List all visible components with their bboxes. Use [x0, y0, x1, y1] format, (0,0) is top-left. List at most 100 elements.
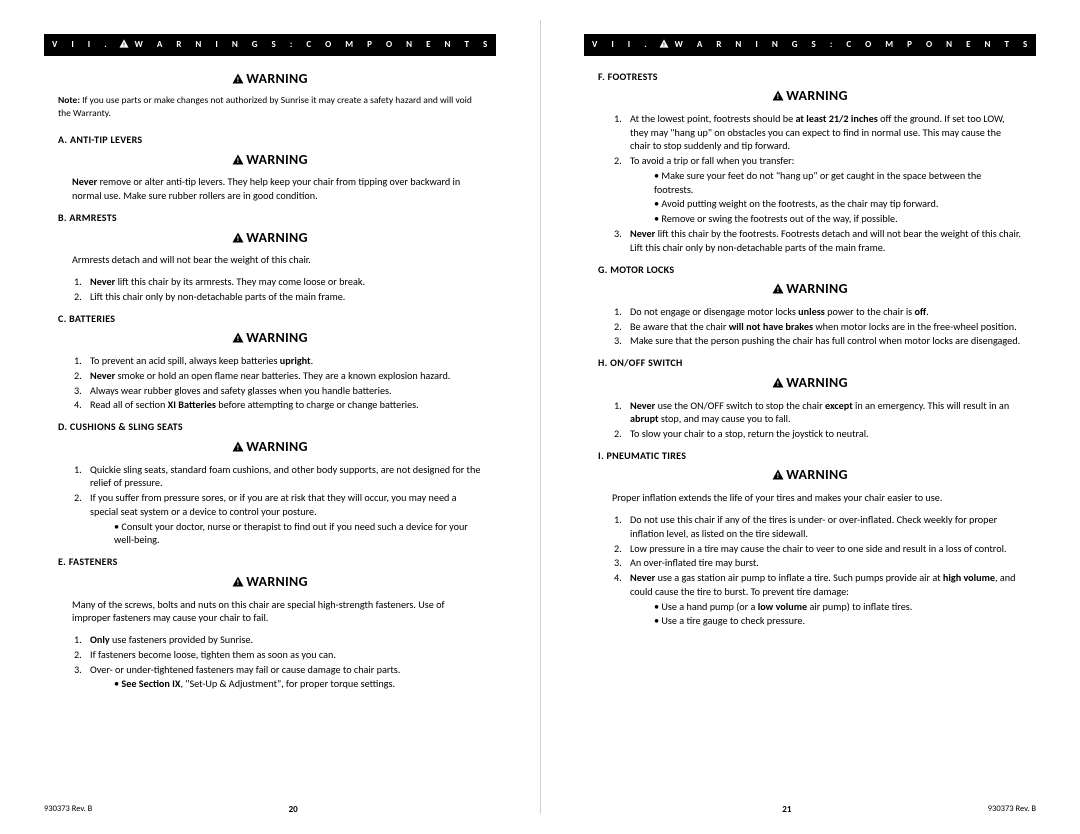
subhead-f: F. FOOTRESTS: [598, 70, 1036, 84]
text-a: Never remove or alter anti-tip levers. T…: [72, 175, 482, 203]
list-g: Do not engage or disengage motor locks u…: [624, 305, 1022, 348]
list-item: Never use the ON/OFF switch to stop the …: [624, 399, 1022, 427]
warning-label: WARNING: [246, 70, 308, 87]
list-item: Make sure that the person pushing the ch…: [624, 334, 1022, 348]
warning-heading: WARNING: [44, 329, 496, 348]
warning-heading: WARNING: [584, 374, 1036, 393]
warning-icon: [772, 377, 784, 388]
note-text: Note: If you use parts or make changes n…: [58, 94, 482, 119]
warning-label: WARNING: [246, 229, 308, 246]
warning-heading: WARNING: [584, 87, 1036, 106]
subhead-g: G. MOTOR LOCKS: [598, 263, 1036, 277]
warning-icon: [232, 332, 244, 343]
warning-icon: [232, 441, 244, 452]
sub-bullets-f: Make sure your feet do not "hang up" or …: [648, 169, 1022, 226]
page-left: V I I . W A R N I N G S : C O M P O N E …: [0, 0, 540, 834]
warning-heading: WARNING: [584, 466, 1036, 485]
list-item: Lift this chair only by non-detachable p…: [84, 290, 482, 304]
list-item: If fasteners become loose, tighten them …: [84, 648, 482, 662]
section-title: W A R N I N G S : C O M P O N E N T S & …: [675, 39, 1080, 51]
list-item: To prevent an acid spill, always keep ba…: [84, 354, 482, 368]
subhead-a: A. ANTI-TIP LEVERS: [58, 133, 496, 147]
intro-b: Armrests detach and will not bear the we…: [72, 253, 482, 267]
list-item: Be aware that the chair will not have br…: [624, 320, 1022, 334]
subhead-i: I. PNEUMATIC TIRES: [598, 449, 1036, 463]
intro-i: Proper inflation extends the life of you…: [612, 491, 1022, 505]
warning-icon: [772, 283, 784, 294]
warning-label: WARNING: [246, 438, 308, 455]
warning-icon: [232, 154, 244, 165]
list-item: Consult your doctor, nurse or therapist …: [108, 520, 482, 548]
subhead-h: H. ON/OFF SWITCH: [598, 356, 1036, 370]
list-item: Do not engage or disengage motor locks u…: [624, 305, 1022, 319]
section-header-right: V I I . W A R N I N G S : C O M P O N E …: [584, 34, 1036, 56]
subhead-b: B. ARMRESTS: [58, 211, 496, 225]
list-item: Never smoke or hold an open flame near b…: [84, 369, 482, 383]
list-item: If you suffer from pressure sores, or if…: [84, 491, 482, 547]
list-item: Over- or under-tightened fasteners may f…: [84, 663, 482, 692]
list-item: Avoid putting weight on the footrests, a…: [648, 197, 1022, 211]
list-item: Use a tire gauge to check pressure.: [648, 614, 1022, 628]
list-item: An over-inflated tire may burst.: [624, 556, 1022, 570]
warning-label: WARNING: [246, 573, 308, 590]
list-item: Always wear rubber gloves and safety gla…: [84, 384, 482, 398]
list-item: Never lift this chair by the footrests. …: [624, 227, 1022, 255]
warning-icon: [772, 90, 784, 101]
warning-label: WARNING: [786, 280, 848, 297]
subhead-d: D. CUSHIONS & SLING SEATS: [58, 420, 496, 434]
list-item: Never use a gas station air pump to infl…: [624, 571, 1022, 628]
page-spread: V I I . W A R N I N G S : C O M P O N E …: [0, 0, 1080, 834]
list-item: To avoid a trip or fall when you transfe…: [624, 154, 1022, 226]
list-item: See Section IX, "Set-Up & Adjustment", f…: [108, 677, 482, 691]
page-number: 20: [289, 804, 298, 816]
footer-spacer: [584, 804, 586, 816]
doc-rev: 930373 Rev. B: [988, 804, 1036, 816]
section-roman: V I I .: [592, 39, 653, 51]
warning-heading: WARNING: [44, 70, 496, 89]
list-item: At the lowest point, footrests should be…: [624, 112, 1022, 153]
warning-label: WARNING: [246, 151, 308, 168]
list-item: Do not use this chair if any of the tire…: [624, 513, 1022, 541]
list-item: Make sure your feet do not "hang up" or …: [648, 169, 1022, 197]
warning-icon: [772, 469, 784, 480]
footer-left: 930373 Rev. B 20: [44, 804, 496, 816]
list-item: Use a hand pump (or a low volume air pum…: [648, 600, 1022, 614]
section-roman: V I I .: [52, 39, 113, 51]
footer-spacer: [494, 804, 496, 816]
warning-heading: WARNING: [44, 151, 496, 170]
list-item: To slow your chair to a stop, return the…: [624, 427, 1022, 441]
warning-icon: [119, 38, 129, 52]
subhead-e: E. FASTENERS: [58, 555, 496, 569]
sub-bullets-e: See Section IX, "Set-Up & Adjustment", f…: [108, 677, 482, 691]
page-right: V I I . W A R N I N G S : C O M P O N E …: [540, 0, 1080, 834]
warning-label: WARNING: [786, 374, 848, 391]
section-header-left: V I I . W A R N I N G S : C O M P O N E …: [44, 34, 496, 56]
intro-e: Many of the screws, bolts and nuts on th…: [72, 598, 482, 626]
warning-label: WARNING: [786, 466, 848, 483]
sub-bullets-d: Consult your doctor, nurse or therapist …: [108, 520, 482, 548]
warning-icon: [232, 232, 244, 243]
list-h: Never use the ON/OFF switch to stop the …: [624, 399, 1022, 441]
footer-right: 21 930373 Rev. B: [584, 804, 1036, 816]
list-d: Quickie sling seats, standard foam cushi…: [84, 463, 482, 548]
list-c: To prevent an acid spill, always keep ba…: [84, 354, 482, 412]
warning-heading: WARNING: [44, 438, 496, 457]
warning-icon: [659, 38, 669, 52]
page-divider: [540, 20, 541, 814]
list-b: Never lift this chair by its armrests. T…: [84, 275, 482, 304]
subhead-c: C. BATTERIES: [58, 312, 496, 326]
page-number: 21: [782, 804, 791, 816]
list-f: At the lowest point, footrests should be…: [624, 112, 1022, 255]
list-item: Quickie sling seats, standard foam cushi…: [84, 463, 482, 491]
warning-icon: [232, 576, 244, 587]
list-item: Read all of section XI Batteries before …: [84, 398, 482, 412]
warning-label: WARNING: [786, 87, 848, 104]
list-item: Only use fasteners provided by Sunrise.: [84, 633, 482, 647]
list-item: Low pressure in a tire may cause the cha…: [624, 542, 1022, 556]
warning-label: WARNING: [246, 329, 308, 346]
list-item: Remove or swing the footrests out of the…: [648, 212, 1022, 226]
warning-heading: WARNING: [584, 280, 1036, 299]
warning-icon: [232, 73, 244, 84]
warning-heading: WARNING: [44, 573, 496, 592]
doc-rev: 930373 Rev. B: [44, 804, 92, 816]
